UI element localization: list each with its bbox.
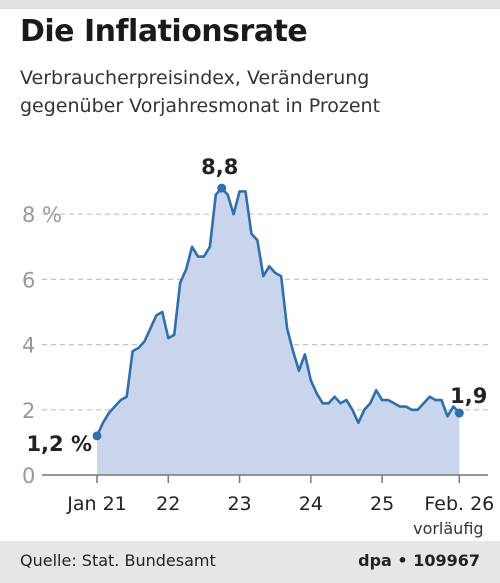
top-bar — [0, 0, 500, 9]
x-tick-label: 24 — [299, 493, 323, 515]
subtitle-line-2: gegenüber Vorjahresmonat in Prozent — [20, 95, 381, 117]
credit-label: dpa • 109967 — [358, 551, 480, 570]
data-point-marker — [92, 431, 102, 441]
y-tick-label: 4 — [22, 334, 35, 358]
y-tick-label: 6 — [22, 268, 35, 292]
data-label: 8,8 — [201, 155, 238, 179]
subtitle-line-1: Verbraucherpreisindex, Veränderung — [20, 67, 370, 89]
data-point-marker — [217, 183, 227, 193]
footer-bar: Quelle: Stat. Bundesamt dpa • 109967 — [0, 541, 500, 583]
chart-subtitle: Verbraucherpreisindex, Veränderung gegen… — [20, 64, 380, 120]
x-tick-label: 25 — [370, 493, 394, 515]
data-point-marker — [454, 408, 464, 418]
y-tick-label: 2 — [22, 399, 35, 423]
series-line — [95, 186, 461, 437]
y-tick-label: 0 — [22, 464, 35, 488]
x-tick-label: Feb. 26 — [424, 493, 494, 515]
data-label: 1,9 — [450, 384, 487, 408]
x-tick-note: vorläufig — [413, 519, 483, 538]
x-tick-label: Jan 21 — [66, 493, 127, 515]
x-tick-label: 22 — [156, 493, 180, 515]
data-label: 1,2 % — [26, 432, 92, 456]
source-label: Quelle: Stat. Bundesamt — [20, 551, 216, 570]
x-tick-label: 23 — [227, 493, 251, 515]
chart-title: Die Inflationsrate — [20, 14, 308, 49]
area-fill — [97, 188, 460, 475]
y-tick-label: 8 % — [22, 203, 62, 227]
